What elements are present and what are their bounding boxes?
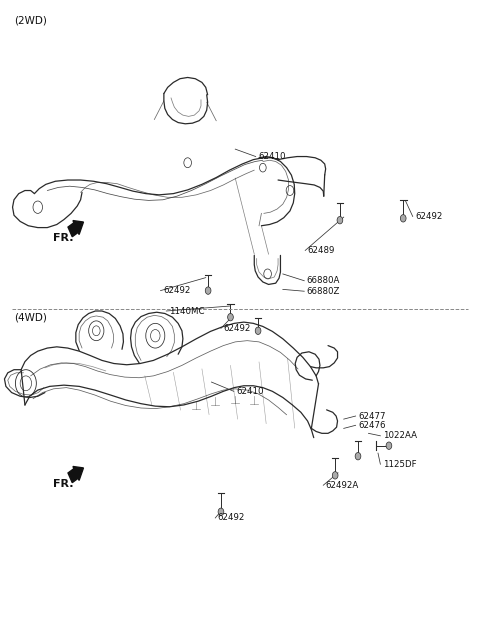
Text: 62489: 62489	[308, 246, 335, 255]
Text: 1125DF: 1125DF	[383, 460, 416, 469]
Text: 62410: 62410	[258, 152, 286, 161]
Text: 62492: 62492	[223, 324, 251, 333]
FancyArrow shape	[68, 466, 84, 483]
Circle shape	[228, 313, 233, 321]
Text: FR.: FR.	[53, 233, 74, 243]
Circle shape	[255, 327, 261, 335]
Text: 62492A: 62492A	[325, 481, 359, 490]
Text: FR.: FR.	[53, 479, 74, 489]
Text: 1140MC: 1140MC	[168, 307, 204, 315]
Text: 62492: 62492	[163, 286, 190, 295]
Text: 1022AA: 1022AA	[383, 431, 417, 440]
Text: 62477: 62477	[358, 412, 385, 420]
Circle shape	[337, 216, 343, 224]
Text: (2WD): (2WD)	[14, 16, 47, 26]
Circle shape	[400, 215, 406, 222]
Text: 62492: 62492	[415, 212, 443, 221]
Circle shape	[218, 508, 224, 516]
Text: 62492: 62492	[217, 514, 245, 522]
Text: (4WD): (4WD)	[14, 312, 47, 322]
Circle shape	[355, 452, 361, 460]
Circle shape	[205, 287, 211, 294]
Text: 62410: 62410	[236, 387, 264, 396]
Circle shape	[386, 442, 392, 449]
Text: 62476: 62476	[358, 421, 385, 430]
Text: 66880Z: 66880Z	[307, 287, 340, 295]
Circle shape	[332, 471, 338, 479]
FancyArrow shape	[68, 221, 84, 237]
Text: 66880A: 66880A	[307, 276, 340, 285]
